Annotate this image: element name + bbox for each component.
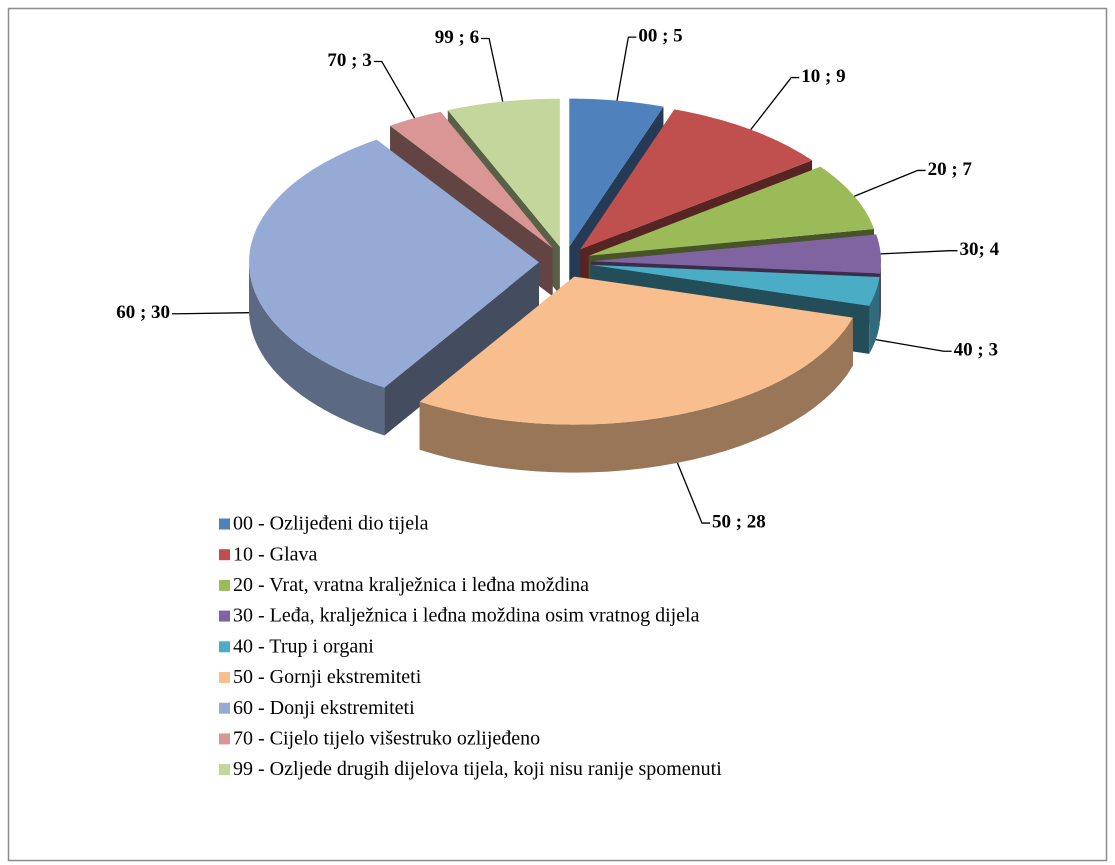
value-label: 30; 4 [960,239,1000,260]
leader-line [172,312,250,315]
slice-wall [249,262,385,436]
slice-top [590,264,880,306]
pie [249,98,881,473]
value-label: 10 ; 9 [801,66,845,87]
legend-label: 99 - Ozljede drugih dijelova tijela, koj… [233,758,722,780]
leader-line [373,60,416,119]
leader-line [481,37,504,102]
legend-swatch [219,610,230,622]
legend-label: 60 - Donji ekstremiteti [233,697,415,719]
leader-line [854,169,926,197]
value-label: 50 ; 28 [712,511,766,532]
slice [419,276,853,473]
legend-swatch [219,672,230,683]
legend-label: 40 - Trup i organi [233,635,374,657]
legend-label: 70 - Cijelo tijelo višestruko ozlijeđeno [233,727,540,749]
slice-top [419,276,853,425]
labels: 00 ; 5 10 ; 9 20 ; 7 30; 4 40 ; 3 50 ; 28 60 ;… [116,25,999,532]
legend-label: 20 - Vrat, vratna kralježnica i leđna mo… [233,574,589,596]
legend-label: 10 - Glava [233,543,318,565]
slice-wall [869,277,880,354]
slice-top [249,139,540,388]
leader-line [750,76,800,131]
slice [249,139,540,436]
legend: 00 - Ozlijeđeni dio tijela 10 - Glava 20 -… [219,513,722,780]
legend-swatch [219,549,230,561]
legend-label: 50 - Gornji ekstremiteti [233,666,422,688]
value-label: 40 ; 3 [954,340,998,361]
legend-label: 30 - Leđa, kralježnica i leđna moždina o… [233,605,700,627]
leader-line [880,250,958,255]
legend-swatch [219,518,230,530]
legend-swatch [219,733,230,745]
leader-line [875,338,952,352]
slice-wall [879,261,881,322]
value-label: 99 ; 6 [435,27,479,48]
legend-swatch [219,702,230,714]
slice-wall [419,317,853,473]
slice-side [384,262,540,436]
slice-top [569,98,664,247]
leader-line [616,36,637,101]
slice-top [447,98,560,247]
legend-swatch [219,641,230,653]
slice-top [588,166,875,256]
value-label: 20 ; 7 [928,159,973,180]
slice-top [580,109,813,250]
legend-swatch [219,764,230,776]
slice-top [590,234,881,274]
legend-swatch [219,579,230,591]
value-label: 70 ; 3 [327,50,371,71]
value-label: 60 ; 30 [116,302,170,323]
leader-line [676,462,710,524]
value-label: 00 ; 5 [638,25,682,46]
legend-label: 00 - Ozlijeđeni dio tijela [233,513,429,535]
slice-top [390,111,553,249]
